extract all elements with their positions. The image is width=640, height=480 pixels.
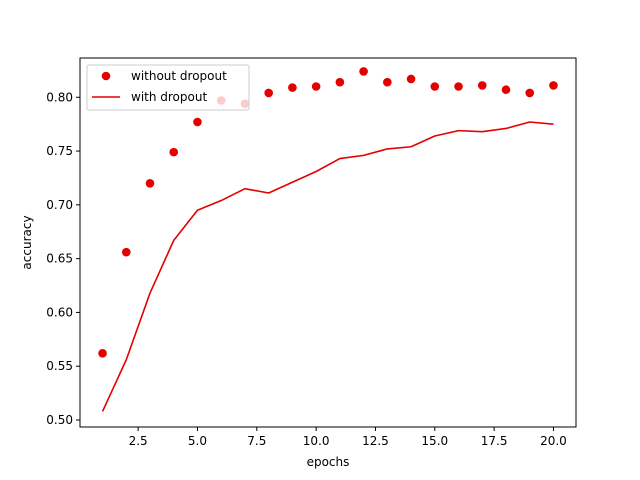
y-tick-label: 0.80 (46, 90, 73, 104)
data-point-without-dropout (359, 67, 368, 76)
y-tick-label: 0.50 (46, 413, 73, 427)
data-point-without-dropout (525, 88, 535, 98)
legend-label-without-dropout: without dropout (131, 69, 227, 83)
data-point-without-dropout (430, 82, 440, 91)
legend-marker-without-dropout (101, 71, 111, 81)
x-tick-label: 20.0 (540, 434, 567, 448)
y-axis-label: accuracy (20, 215, 34, 269)
x-tick-label: 15.0 (421, 434, 448, 448)
data-point-without-dropout (549, 81, 558, 90)
y-tick-label: 0.65 (46, 252, 73, 266)
legend-label-with-dropout: with dropout (131, 90, 207, 104)
series-line-with-dropout (101, 121, 554, 412)
data-point-without-dropout (335, 77, 345, 87)
x-axis: 2.5 5.0 7.5 10.0 12.5 15.0 17.5 20.0 (129, 427, 567, 448)
data-point-without-dropout (311, 82, 321, 91)
data-point-without-dropout (383, 77, 392, 87)
x-tick-label: 17.5 (481, 434, 508, 448)
data-point-without-dropout (288, 83, 297, 92)
y-tick-label: 0.75 (46, 144, 73, 158)
x-tick-label: 10.0 (303, 434, 330, 448)
data-point-without-dropout (477, 81, 487, 90)
data-point-without-dropout (98, 349, 107, 358)
data-point-without-dropout (193, 117, 202, 127)
x-axis-label: epochs (307, 455, 350, 469)
data-point-without-dropout (145, 179, 155, 188)
data-point-without-dropout (406, 74, 416, 84)
y-tick-label: 0.55 (46, 359, 73, 373)
x-tick-label: 5.0 (188, 434, 207, 448)
data-point-without-dropout (169, 147, 179, 157)
x-tick-label: 12.5 (362, 434, 389, 448)
legend-box (86, 64, 250, 111)
x-tick-label: 2.5 (129, 434, 148, 448)
plot-frame (79, 57, 577, 428)
legend: without dropout with dropout (86, 64, 250, 111)
data-point-without-dropout (264, 88, 273, 98)
y-tick-label: 0.70 (46, 198, 73, 212)
y-tick-label: 0.60 (46, 305, 73, 319)
data-point-without-dropout (121, 247, 131, 257)
data-point-without-dropout (501, 85, 511, 95)
y-axis: 0.50 0.55 0.60 0.65 0.70 0.75 0.80 (46, 90, 80, 427)
data-point-without-dropout (454, 82, 463, 91)
x-tick-label: 7.5 (247, 434, 266, 448)
